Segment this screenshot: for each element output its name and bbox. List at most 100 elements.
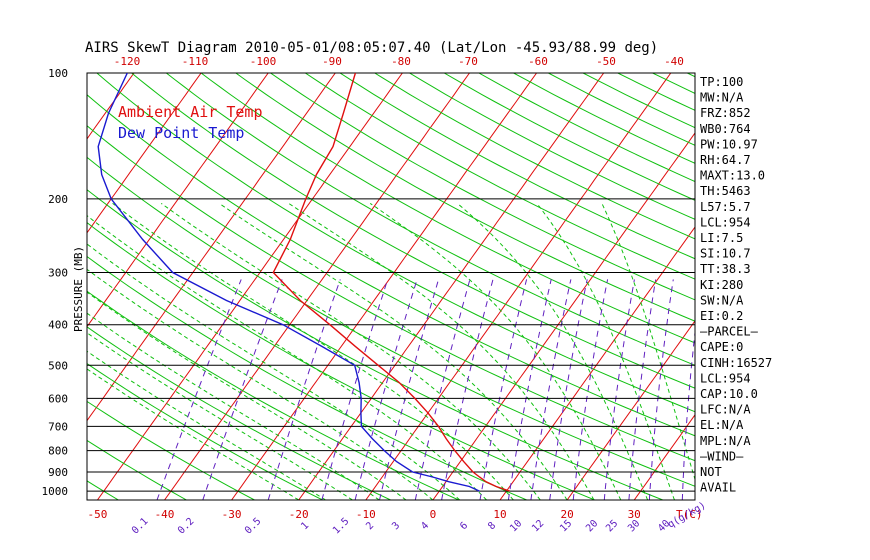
moist-adiabat-line (369, 202, 622, 500)
bottom-temp-tick-label: -10 (356, 508, 376, 521)
dry-adiabat-line (87, 156, 695, 487)
mixing-ratio-line (156, 279, 242, 500)
mixing-ratio-line (441, 279, 494, 500)
stat-line: CAPE:0 (700, 340, 743, 354)
stat-line: AVAIL (700, 481, 736, 495)
dry-adiabat-line (478, 73, 695, 183)
bottom-temp-tick-label: -50 (87, 508, 107, 521)
dry-adiabat-line (96, 73, 695, 413)
moist-adiabat-line (601, 203, 695, 481)
mixing-ratio-line (479, 279, 528, 500)
mixing-ratio-line (681, 328, 695, 500)
stat-line: LFC:N/A (700, 403, 751, 417)
dry-adiabat-line (757, 73, 870, 500)
bottom-temp-tick-label: 0 (430, 508, 437, 521)
legend-ambient: Ambient Air Temp (118, 103, 263, 121)
moist-adiabat-line (87, 350, 326, 500)
top-temp-tick-label: -80 (391, 55, 411, 68)
stat-line: FRZ:852 (700, 106, 751, 120)
mixing-ratio-tick-label: 10 (508, 518, 524, 534)
isotherm-line (87, 73, 135, 140)
series-layer (97, 73, 510, 492)
moist-adiabat-line (87, 215, 487, 500)
isotherm-line (164, 73, 470, 500)
isotherm-line (87, 73, 269, 328)
stat-line: MPL:N/A (700, 434, 751, 448)
pressure-tick-label: 500 (48, 359, 68, 372)
isotherm-line (231, 73, 538, 500)
stat-line: LCL:954 (700, 371, 751, 385)
moist-adiabat-line (288, 202, 595, 500)
pressure-tick-label: 800 (48, 445, 68, 458)
dry-adiabat-line (87, 189, 663, 500)
stat-line: CINH:16527 (700, 356, 772, 370)
dry-adiabat-line (165, 73, 695, 366)
moist-adiabat-line (87, 291, 407, 500)
mixing-ratio-line (603, 279, 635, 500)
pressure-tick-label: 1000 (42, 485, 69, 498)
stat-line: MW:N/A (700, 91, 744, 105)
dry-adiabat-line (87, 362, 323, 500)
moist-adiabat-line (112, 202, 514, 500)
mixing-ratio-line (572, 279, 609, 500)
pressure-tick-label: 700 (48, 420, 68, 433)
dry-adiabat-line (443, 73, 695, 201)
bottom-temp-tick-label: 20 (560, 508, 573, 521)
stat-line: TH:5463 (700, 184, 751, 198)
mixing-ratio-tick-label: 6 (458, 520, 470, 532)
stat-line: LCL:954 (700, 215, 751, 229)
stat-line: RH:64.7 (700, 153, 751, 167)
stat-line: L57:5.7 (700, 200, 751, 214)
dry-adiabat-line (305, 73, 695, 280)
moist-adiabat-line (218, 202, 568, 500)
isotherm-line (87, 73, 336, 422)
plot-frame (86, 72, 696, 501)
stat-line: TP:100 (700, 75, 743, 89)
top-temp-tick-label: -120 (114, 55, 141, 68)
stat-line: EL:N/A (700, 418, 744, 432)
y-axis-label: PRESSURE (MB) (72, 246, 85, 332)
dry-adiabat-line (87, 255, 527, 500)
dry-adiabat-line (270, 73, 695, 301)
mixing-ratio-line (321, 279, 389, 500)
dry-adiabat-line (0, 73, 50, 500)
stat-line: SW:N/A (700, 293, 744, 307)
bottom-temp-tick-label: -20 (289, 508, 309, 521)
top-temp-tick-label: -70 (458, 55, 478, 68)
stat-line: MAXT:13.0 (700, 169, 765, 183)
mixing-ratio-tick-label: 0.5 (243, 516, 264, 537)
dry-adiabat-line (548, 73, 695, 146)
isotherm-line (432, 132, 695, 500)
dry-adiabat-line (87, 125, 695, 462)
dry-adiabat-line (513, 73, 695, 164)
moist-adiabat-line (160, 202, 541, 500)
mixing-ratio-line (549, 279, 588, 500)
dry-adiabat-line (339, 73, 695, 260)
moist-adiabat-line (87, 243, 461, 500)
mixing-ratio-tick-label: 12 (530, 518, 546, 534)
stat-line: LI:7.5 (700, 231, 743, 245)
isotherm-line (298, 73, 605, 500)
bottom-temp-tick-label: 10 (493, 508, 506, 521)
mixing-ratio-line (530, 279, 572, 500)
dry-adiabat-line (87, 221, 595, 500)
background-lines (0, 73, 870, 500)
top-temp-tick-label: -90 (322, 55, 342, 68)
mixing-ratio-tick-label: 20 (584, 518, 600, 534)
stat-line: CAP:10.0 (700, 387, 758, 401)
isotherm-line (0, 73, 67, 500)
top-temp-tick-label: -60 (528, 55, 548, 68)
dry-adiabat-line (131, 73, 695, 389)
dry-adiabat-line (652, 73, 695, 94)
bottom-temp-tick-label: -40 (155, 508, 175, 521)
moist-adiabat-line (87, 268, 434, 500)
isotherm-line (768, 73, 870, 500)
top-temp-tick-label: -50 (596, 55, 616, 68)
dry-adiabat-line (87, 326, 391, 500)
dry-adiabat-line (374, 73, 695, 240)
mixing-ratio-line (648, 279, 674, 500)
moist-adiabat-line (456, 203, 649, 500)
moist-adiabat-line (87, 312, 380, 500)
